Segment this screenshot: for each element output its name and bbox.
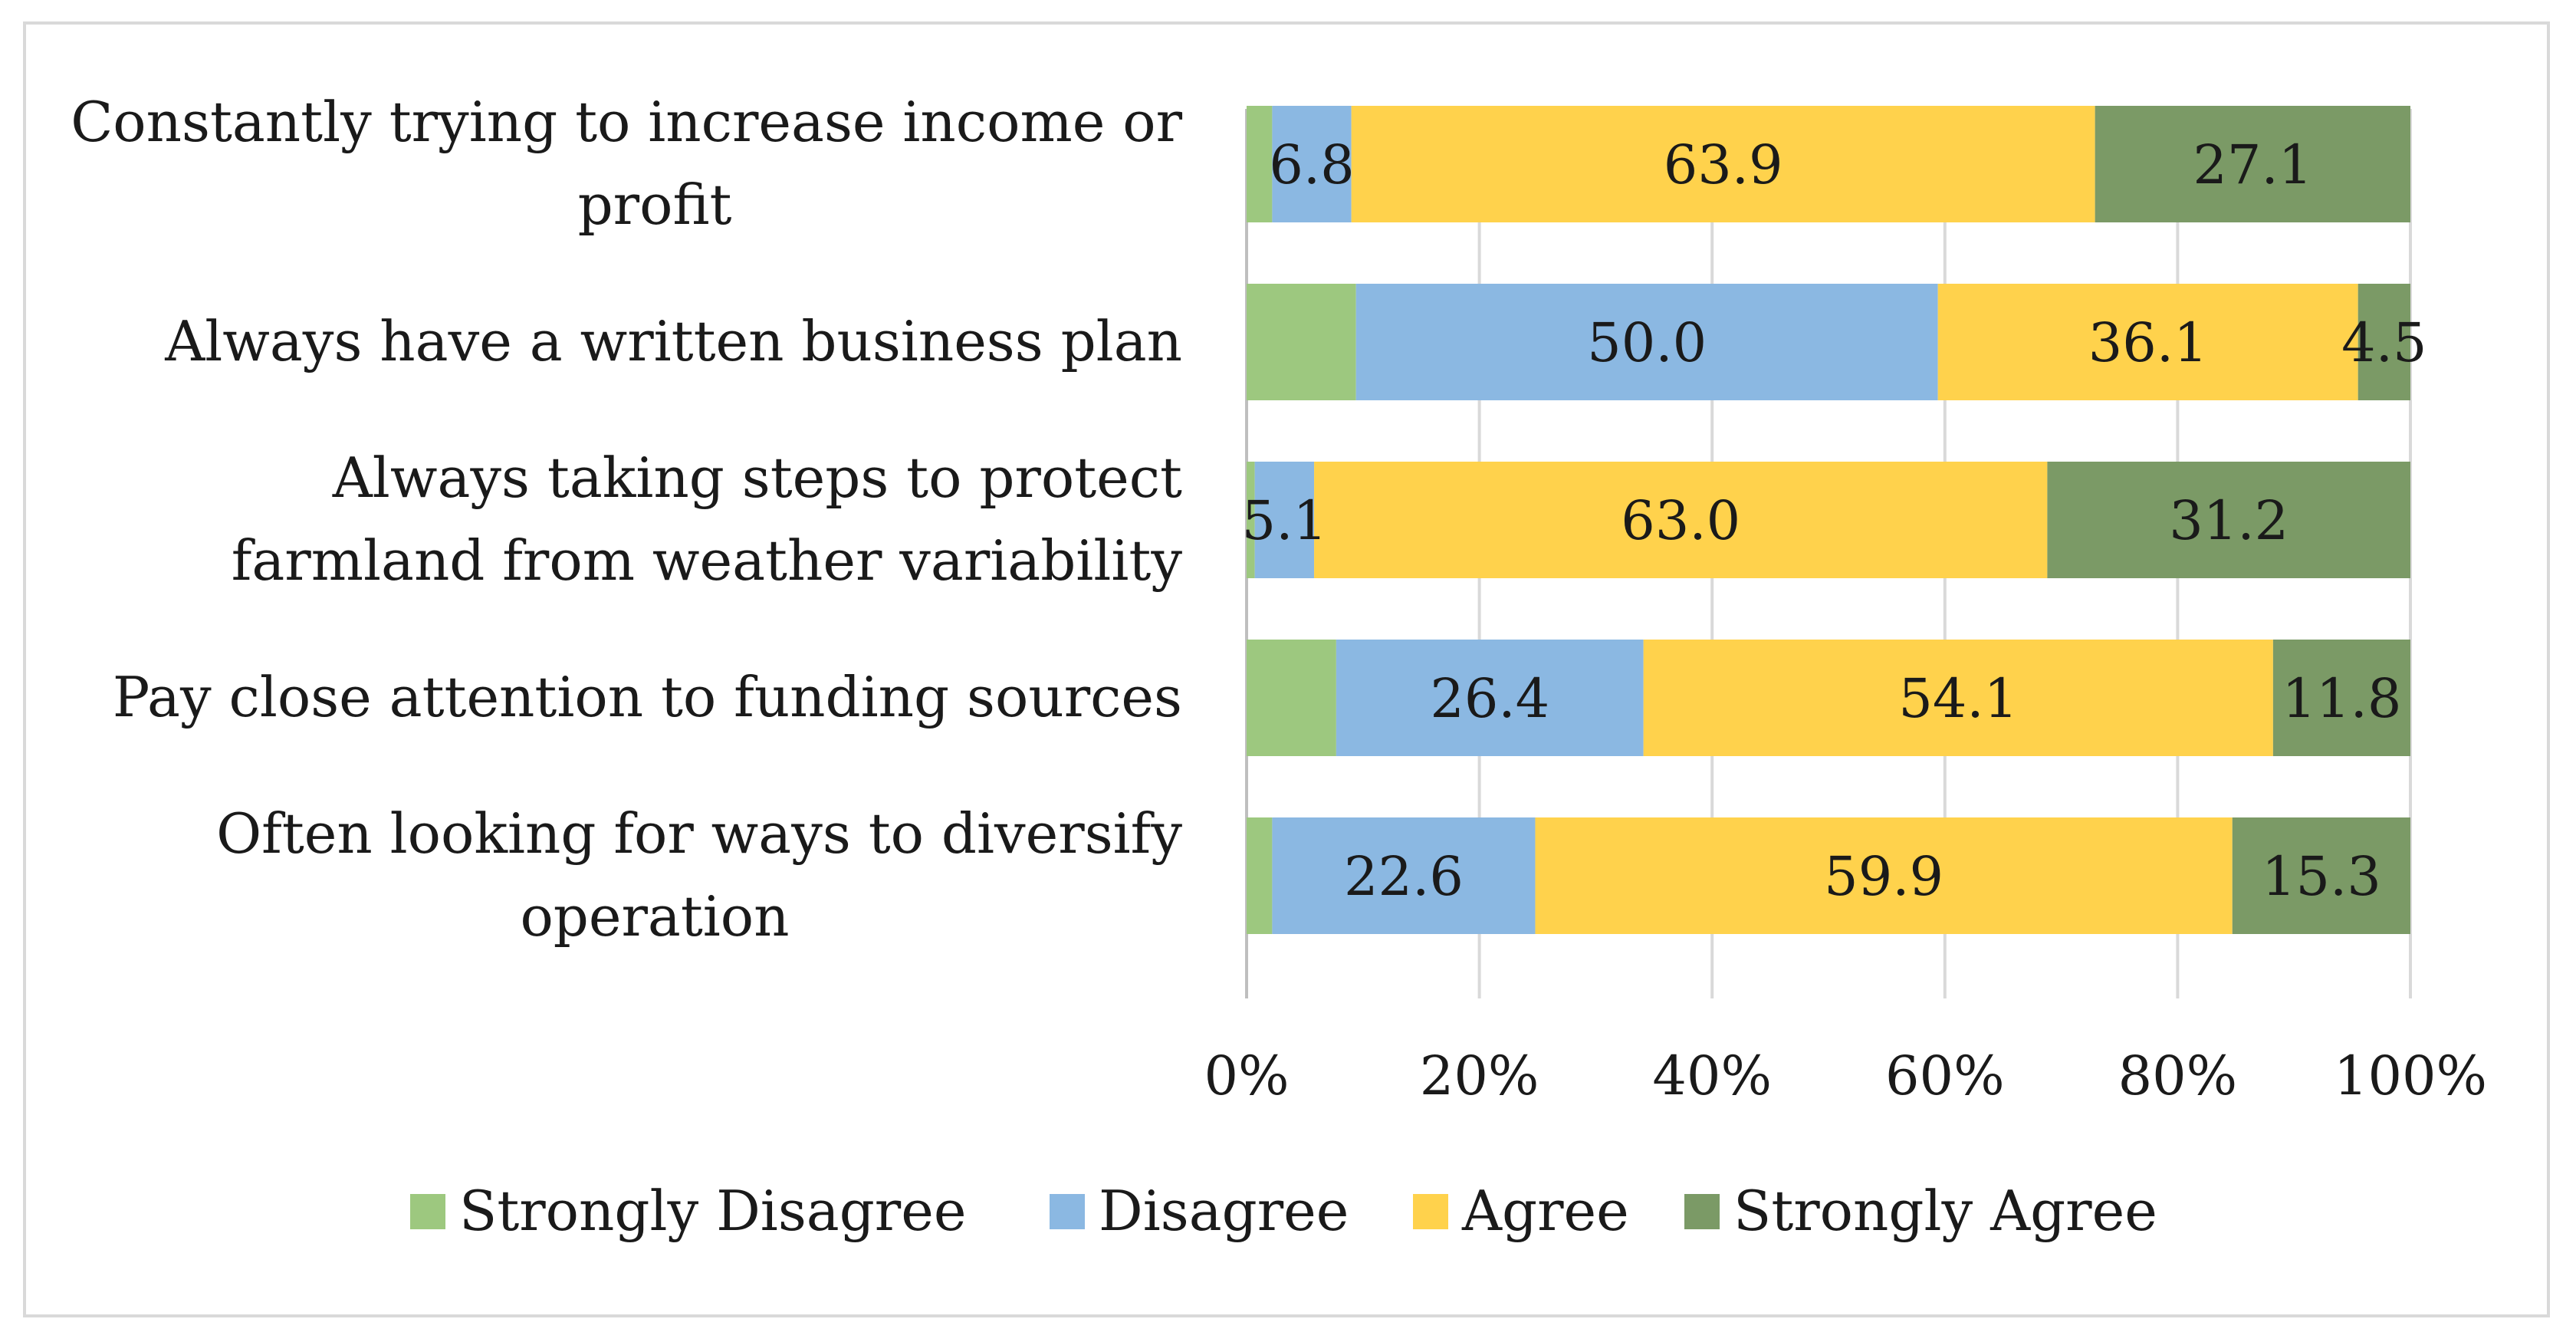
bar-segment (1937, 284, 2358, 400)
legend-swatch (410, 1194, 445, 1229)
x-tick-label: 60% (1885, 1044, 2005, 1107)
bar-segment (1355, 284, 1938, 400)
category-labels: Constantly trying to increase income or p… (71, 90, 1182, 949)
legend-swatch (1413, 1194, 1448, 1229)
data-label: 59.9 (1824, 845, 1944, 908)
legend-label: Strongly Agree (1733, 1179, 2157, 1243)
data-label: 31.2 (2169, 489, 2288, 552)
legend-swatch (1050, 1194, 1085, 1229)
data-label: 4.5 (2341, 311, 2426, 374)
category-label: Pay close attention to funding sources (113, 665, 1182, 729)
data-label: 36.1 (2088, 311, 2208, 374)
legend: Strongly Disagree Disagree Agree Strongly A… (410, 1179, 2157, 1243)
bar-segment (1314, 462, 2048, 578)
bar-segment (1272, 106, 1352, 222)
category-label: Constantly trying to increase income or (71, 90, 1182, 154)
x-tick-label: 20% (1420, 1044, 1539, 1107)
category-label: Always taking steps to protect (332, 446, 1182, 510)
data-label: 63.0 (1621, 489, 1740, 552)
bar-segment (1247, 640, 1336, 756)
legend-label: Agree (1461, 1179, 1629, 1243)
bar-segment (1535, 817, 2233, 934)
bar-segment (1336, 640, 1644, 756)
bar-segment (1247, 106, 1273, 222)
bar-segment (1247, 817, 1273, 934)
bar-segment (1272, 817, 1536, 934)
legend-swatch (1684, 1194, 1720, 1229)
bar-segment (1643, 640, 2273, 756)
bar-segment (2047, 462, 2410, 578)
bar-segment (1254, 462, 1315, 578)
bar-segment (1247, 462, 1255, 578)
x-tick-label: 40% (1652, 1044, 1772, 1107)
legend-label: Strongly Disagree (459, 1179, 966, 1243)
category-label: profit (578, 173, 732, 237)
category-label: Often looking for ways to diversify (216, 801, 1182, 866)
bar-segment (2095, 106, 2410, 222)
data-label: 27.1 (2193, 133, 2312, 196)
data-label: 54.1 (1898, 667, 2018, 730)
data-labels: 6.8 63.9 27.1 50.0 36.1 4.5 5.1 63.0 31.2 26.4 54.… (1242, 133, 2427, 908)
x-tick-label: 0% (1204, 1044, 1289, 1107)
chart-frame: 6.8 63.9 27.1 50.0 36.1 4.5 5.1 63.0 31.2 26.4 54.… (23, 21, 2550, 1317)
x-tick-label: 80% (2118, 1044, 2238, 1107)
bar-segment (1247, 284, 1356, 400)
data-label: 6.8 (1269, 133, 1354, 196)
bars (1247, 106, 2410, 934)
data-label: 63.9 (1664, 133, 1783, 196)
category-label: farmland from weather variability (232, 528, 1183, 593)
x-tick-label: 100% (2334, 1044, 2487, 1107)
data-label: 26.4 (1430, 667, 1549, 730)
bar-segment (2358, 284, 2410, 400)
category-label: operation (520, 884, 789, 949)
legend-label: Disagree (1099, 1179, 1349, 1243)
data-label: 22.6 (1344, 845, 1464, 908)
data-label: 15.3 (2262, 845, 2381, 908)
bar-segment (1351, 106, 2095, 222)
bar-segment (2232, 817, 2410, 934)
category-label: Always have a written business plan (164, 309, 1182, 373)
data-label: 11.8 (2282, 667, 2402, 730)
data-label: 5.1 (1242, 489, 1327, 552)
stacked-bar-chart: 6.8 63.9 27.1 50.0 36.1 4.5 5.1 63.0 31.2 26.4 54.… (71, 90, 2487, 1243)
data-label: 50.0 (1587, 311, 1707, 374)
bar-segment (2272, 640, 2410, 756)
x-axis-ticks: 0% 20% 40% 60% 80% 100% (1204, 1044, 2487, 1107)
